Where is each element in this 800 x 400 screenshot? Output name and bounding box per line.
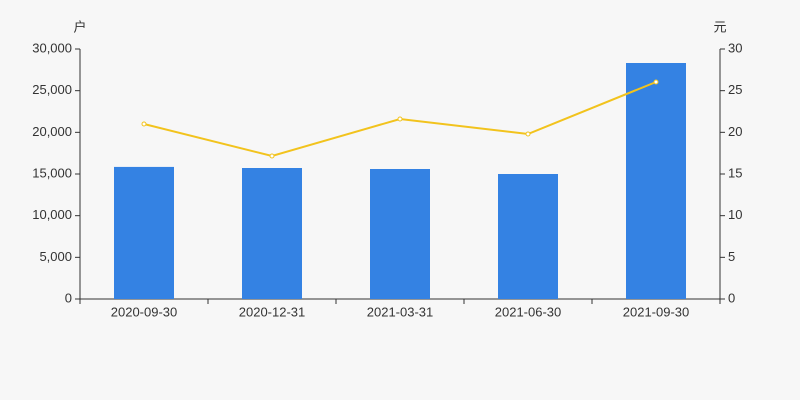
line-point: [653, 79, 659, 85]
bar: [370, 169, 430, 299]
y-tick-label: 10,000: [32, 207, 72, 222]
y2-tick-label: 20: [728, 124, 742, 139]
x-tick-label: 2021-09-30: [623, 304, 690, 319]
y2-tick-label: 0: [728, 290, 735, 305]
y-tick-label: 20,000: [32, 124, 72, 139]
bar: [626, 63, 686, 299]
bar: [114, 166, 174, 299]
y2-tick-label: 5: [728, 249, 735, 264]
bar: [242, 168, 302, 299]
line-point: [525, 131, 531, 137]
x-tick-label: 2020-12-31: [239, 304, 306, 319]
line-point: [141, 121, 147, 127]
x-tick-label: 2021-03-31: [367, 304, 434, 319]
y-tick-label: 25,000: [32, 82, 72, 97]
y-tick-label: 15,000: [32, 165, 72, 180]
y2-axis-label: 元: [713, 19, 726, 34]
y-tick-label: 5,000: [39, 249, 72, 264]
y2-tick-label: 10: [728, 207, 742, 222]
y2-tick-label: 30: [728, 40, 742, 55]
line-point: [269, 153, 275, 159]
y-axis-label: 户: [73, 19, 86, 34]
y2-tick-label: 15: [728, 165, 742, 180]
x-tick-label: 2021-06-30: [495, 304, 562, 319]
x-tick-label: 2020-09-30: [111, 304, 178, 319]
line-point: [397, 116, 403, 122]
y-tick-label: 30,000: [32, 40, 72, 55]
y2-tick-label: 25: [728, 82, 742, 97]
y-tick-label: 0: [65, 290, 72, 305]
bar: [498, 174, 558, 299]
